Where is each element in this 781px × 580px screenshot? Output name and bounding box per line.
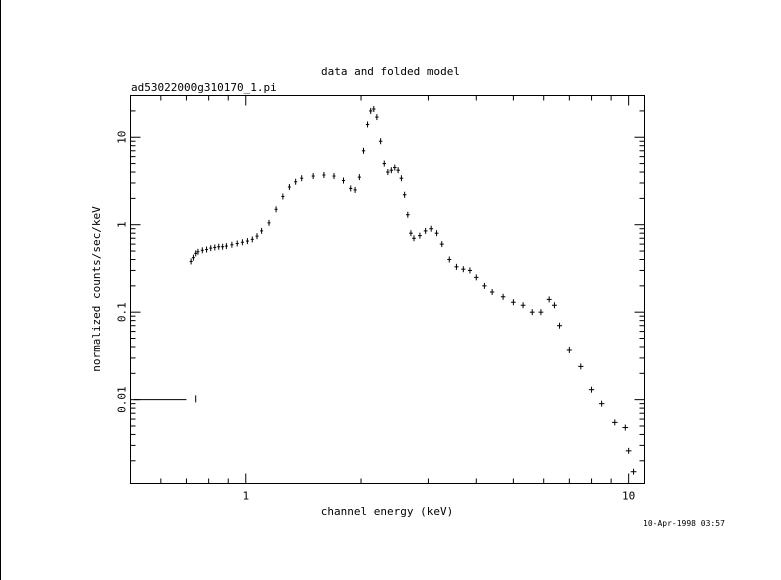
data-point <box>467 267 473 274</box>
data-point <box>474 274 479 281</box>
data-point <box>365 121 370 128</box>
data-point <box>402 191 407 198</box>
data-point <box>209 245 213 252</box>
data-point <box>399 175 404 182</box>
data-point <box>439 241 444 248</box>
axis-ticks <box>130 95 645 484</box>
data-point <box>300 175 304 182</box>
y-tick-label: 10 <box>116 131 129 144</box>
y-axis-label: normalized counts/sec/keV <box>90 206 103 372</box>
y-tick-label: 0.01 <box>116 386 129 413</box>
data-point <box>353 186 357 193</box>
data-point <box>250 236 254 243</box>
y-tick-label: 0.1 <box>116 302 129 322</box>
x-axis-label: channel energy (keV) <box>321 505 453 518</box>
data-points <box>133 106 637 475</box>
data-point <box>221 243 225 250</box>
data-point <box>392 164 397 171</box>
data-point <box>311 173 315 180</box>
data-point <box>191 254 195 261</box>
data-point <box>418 232 422 239</box>
plot-timestamp: 10-Apr-1998 03:57 <box>643 519 725 528</box>
data-point <box>489 289 495 296</box>
data-point <box>196 248 200 255</box>
plot-frame <box>130 95 645 484</box>
data-point <box>578 363 584 370</box>
data-point <box>382 160 386 167</box>
data-point <box>322 172 326 179</box>
data-point <box>461 266 466 273</box>
data-point <box>240 239 244 246</box>
data-point <box>213 244 217 251</box>
data-point <box>405 211 410 218</box>
data-point <box>217 243 221 250</box>
data-point <box>357 174 361 181</box>
x-tick-label: 10 <box>622 490 635 503</box>
data-point <box>375 114 379 121</box>
chart-subtitle: ad53022000g310170_1.pi <box>131 81 277 94</box>
data-point <box>281 193 285 200</box>
data-point <box>551 302 557 309</box>
data-point <box>434 230 439 237</box>
x-tick-label: 1 <box>242 490 249 503</box>
data-point <box>194 250 198 257</box>
chart-title: data and folded model <box>320 65 461 78</box>
data-point <box>378 138 383 145</box>
data-point <box>341 177 346 184</box>
data-point <box>520 302 526 309</box>
data-point <box>372 106 376 113</box>
data-point <box>189 258 193 265</box>
data-point <box>287 183 291 190</box>
data-point <box>396 167 400 174</box>
data-point <box>612 419 618 426</box>
data-point <box>332 173 336 180</box>
data-point <box>200 247 204 254</box>
data-point <box>566 346 572 353</box>
data-point <box>500 293 506 300</box>
data-point <box>423 227 428 234</box>
data-point <box>412 235 416 242</box>
axis-tick-labels: 1 10 0.01 0.1 1 10 <box>116 131 636 503</box>
data-point <box>224 243 228 250</box>
data-point <box>546 296 552 303</box>
data-point <box>557 322 563 329</box>
data-point <box>235 240 239 247</box>
data-point <box>511 299 516 306</box>
y-tick-label: 1 <box>116 221 129 228</box>
data-point <box>625 447 632 454</box>
data-point <box>274 206 278 213</box>
data-point <box>267 219 271 226</box>
data-point <box>622 424 629 431</box>
data-point <box>409 230 413 237</box>
data-point <box>482 282 487 289</box>
data-point <box>389 167 394 174</box>
data-point <box>260 227 264 234</box>
data-point <box>294 178 298 185</box>
data-point <box>386 169 390 176</box>
data-point <box>361 147 366 154</box>
data-point <box>630 468 637 475</box>
data-point <box>454 263 459 270</box>
data-point <box>529 309 535 316</box>
data-point <box>205 246 209 253</box>
data-point <box>245 238 249 245</box>
data-point <box>255 233 259 240</box>
data-point <box>538 309 544 316</box>
data-point <box>598 400 605 407</box>
data-point <box>588 386 595 393</box>
data-point <box>230 241 234 248</box>
data-point <box>429 225 434 232</box>
data-point <box>447 256 452 263</box>
data-point <box>369 107 373 114</box>
data-point <box>349 185 353 192</box>
data-point <box>133 395 197 403</box>
